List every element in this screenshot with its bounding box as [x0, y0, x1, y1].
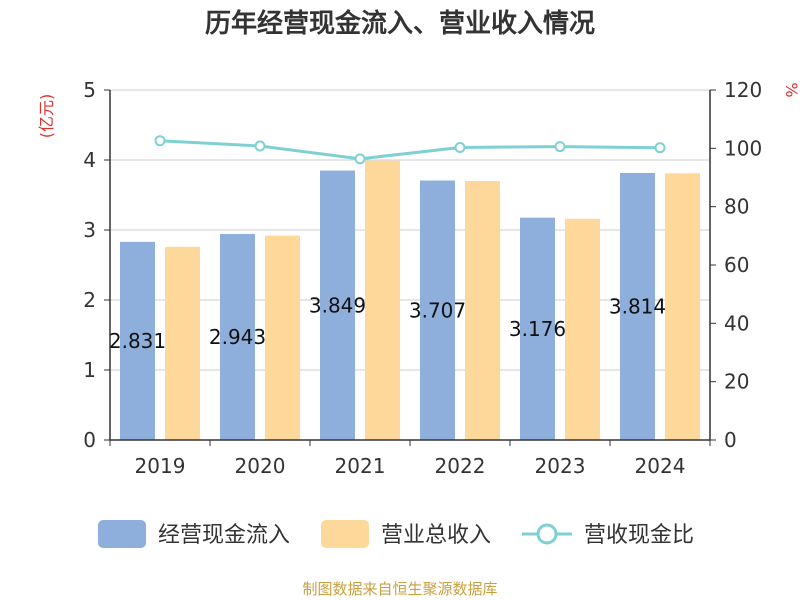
source-note: 制图数据来自恒生聚源数据库: [302, 580, 497, 598]
ratio-point: [554, 141, 566, 153]
ratio-line: [154, 135, 666, 165]
bar-value-label: 3.707: [409, 298, 466, 322]
bars: [120, 160, 700, 441]
x-tick-label: 2019: [135, 454, 186, 478]
left-tick-label: 3: [83, 218, 96, 242]
bar: [220, 233, 255, 440]
right-tick-label: 20: [724, 370, 749, 394]
bar: [665, 173, 700, 441]
x-tick-label: 2020: [235, 454, 286, 478]
bar: [565, 218, 600, 440]
legend-label-ratio: 营收现金比: [584, 523, 694, 548]
left-tick-label: 2: [83, 288, 96, 312]
legend-label-cash-inflow: 经营现金流入: [158, 523, 290, 548]
legend-label-total-revenue: 营业总收入: [381, 523, 491, 548]
bar: [520, 217, 555, 440]
bar-value-label: 3.849: [309, 293, 366, 317]
bar: [465, 181, 500, 440]
ratio-line-path: [159, 139, 661, 161]
right-tick-label: 80: [724, 195, 749, 219]
left-tick-label: 5: [83, 78, 96, 102]
axes: 0 1 2 3 4 5 0 20 40 60 80 100 120 2019 2020 2021 2022 202…: [83, 78, 762, 478]
left-tick-label: 0: [83, 428, 96, 452]
bar: [320, 170, 355, 440]
x-tick-label: 2024: [635, 454, 686, 478]
bar: [165, 246, 200, 440]
ratio-point: [654, 142, 666, 154]
legend-swatch-total-revenue: [321, 520, 369, 548]
legend-swatch-cash-inflow: [98, 520, 146, 548]
bar: [420, 180, 455, 440]
right-tick-label: 60: [724, 253, 749, 277]
ratio-point: [454, 141, 466, 153]
ratio-point: [254, 140, 266, 152]
legend: 经营现金流入 营业总收入 营收现金比: [98, 520, 694, 548]
bar-value-label: 3.176: [509, 317, 566, 341]
ratio-point: [354, 153, 366, 165]
right-tick-label: 40: [724, 311, 749, 335]
x-tick-label: 2022: [435, 454, 486, 478]
chart-title: 历年经营现金流入、营业收入情况: [205, 8, 595, 39]
bar-value-label: 3.814: [609, 295, 666, 319]
left-tick-label: 1: [83, 358, 96, 382]
right-tick-label: 0: [724, 428, 737, 452]
bar: [620, 173, 655, 440]
bar: [365, 160, 400, 440]
left-axis-unit: (亿元): [37, 94, 56, 139]
bar-value-label: 2.831: [109, 329, 166, 353]
grid: [110, 89, 710, 371]
right-tick-label: 100: [724, 136, 762, 160]
bar-value-label: 2.943: [209, 325, 266, 349]
right-tick-label: 120: [724, 78, 762, 102]
ratio-point: [154, 135, 166, 147]
right-axis-unit: %: [782, 82, 800, 97]
x-tick-label: 2021: [335, 454, 386, 478]
left-tick-label: 4: [83, 148, 96, 172]
bar: [265, 235, 300, 440]
bar: [120, 241, 155, 440]
x-tick-label: 2023: [535, 454, 586, 478]
data-labels: 2.831 2.943 3.849 3.707 3.176 3.814: [109, 293, 666, 353]
legend-marker-ratio: [536, 523, 558, 545]
